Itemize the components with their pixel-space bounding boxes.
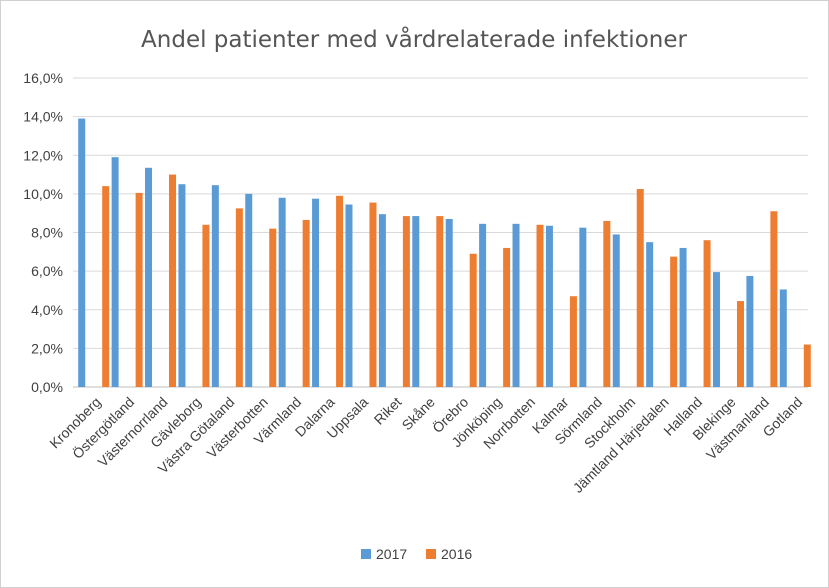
bar-2017-20 (712, 272, 720, 387)
bar-2017-11 (412, 216, 420, 387)
bar-2016-17 (636, 189, 644, 387)
bar-2016-19 (703, 240, 711, 387)
chart-title: Andel patienter med vårdrelaterade infek… (141, 25, 687, 53)
y-tick-label: 16,0% (23, 70, 63, 86)
y-tick-label: 2,0% (31, 340, 63, 356)
bar-2016-18 (670, 256, 678, 387)
bar-2017-4 (178, 184, 186, 387)
bar-2017-10 (378, 214, 386, 387)
y-tick-label: 4,0% (31, 302, 63, 318)
bar-2016-14 (536, 224, 544, 387)
legend-swatch-2017 (361, 549, 371, 559)
bar-2017-1 (78, 118, 86, 388)
y-tick-label: 10,0% (23, 186, 63, 202)
bar-2017-9 (345, 204, 353, 387)
bar-2016-7 (302, 219, 310, 387)
bar-2016-10 (402, 216, 410, 387)
bar-2017-13 (479, 223, 487, 387)
bar-2017-8 (312, 198, 320, 387)
bar-2016-11 (436, 216, 444, 387)
bar-2017-22 (779, 289, 787, 387)
y-tick-label: 8,0% (31, 225, 63, 241)
bar-2016-22 (803, 344, 811, 387)
bar-2016-20 (736, 301, 744, 387)
y-tick-label: 0,0% (31, 379, 63, 395)
x-axis-category-labels: KronobergÖstergötlandVästernorrlandGävle… (46, 393, 805, 496)
bar-2016-21 (770, 211, 778, 387)
bar-2017-7 (278, 197, 286, 387)
bar-2017-16 (579, 227, 587, 387)
bars (78, 118, 811, 388)
bar-2017-12 (445, 218, 453, 387)
y-tick-label: 6,0% (31, 263, 63, 279)
bar-2017-19 (679, 247, 687, 387)
legend-label-2016: 2016 (441, 546, 472, 562)
bar-2017-21 (746, 275, 754, 387)
bar-2017-6 (245, 193, 253, 387)
legend-label-2017: 2017 (376, 546, 407, 562)
bar-2017-15 (545, 225, 553, 387)
legend: 2017 2016 (361, 546, 472, 562)
bar-2017-17 (612, 234, 620, 387)
bar-2016-13 (503, 247, 511, 387)
y-tick-label: 12,0% (23, 147, 63, 163)
bar-2016-1 (102, 186, 110, 387)
y-tick-label: 14,0% (23, 109, 63, 125)
bar-2016-5 (235, 208, 243, 387)
bar-2016-12 (469, 253, 477, 387)
bar-2016-6 (269, 228, 277, 387)
bar-2016-9 (369, 202, 377, 387)
bar-2016-15 (569, 296, 577, 387)
bar-2016-8 (336, 195, 344, 387)
bar-2017-5 (211, 185, 219, 387)
bar-2016-2 (135, 192, 143, 387)
legend-swatch-2016 (426, 549, 436, 559)
bar-2017-2 (111, 157, 119, 387)
bar-2017-3 (145, 167, 153, 387)
bar-2017-14 (512, 223, 520, 387)
bar-2017-18 (646, 242, 654, 387)
bar-2016-4 (202, 224, 210, 387)
bar-2016-16 (603, 220, 611, 387)
bar-2016-3 (169, 174, 177, 387)
y-axis-tick-labels: 0,0% 2,0% 4,0% 6,0% 8,0% 10,0% 12,0% 14,0% 16,0% (23, 70, 63, 395)
